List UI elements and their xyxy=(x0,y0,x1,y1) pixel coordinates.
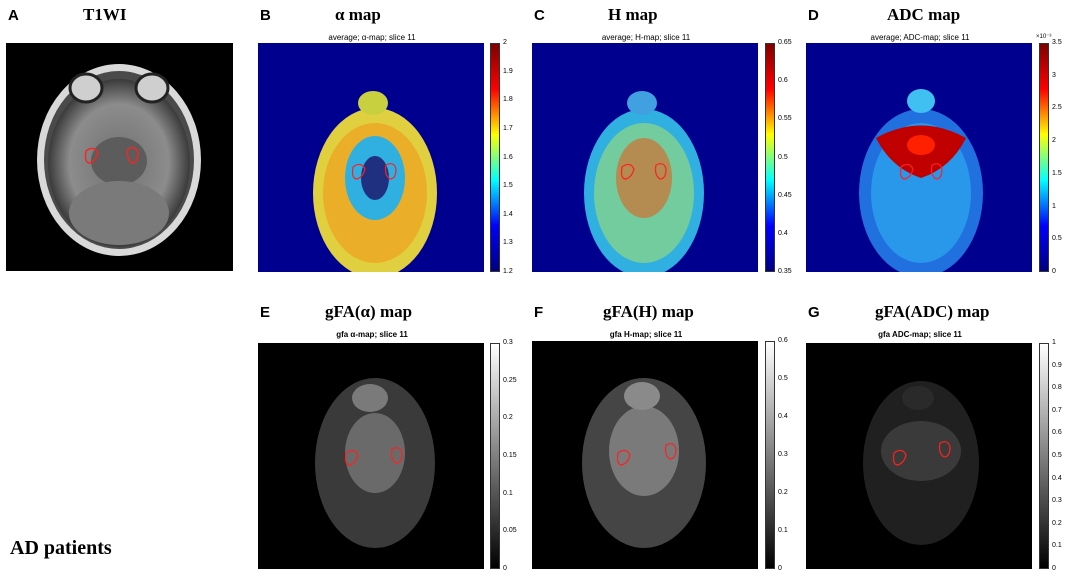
colorbar-tick-label: 0.2 xyxy=(1052,519,1062,527)
colorbar-tick-label: 0.65 xyxy=(778,39,792,46)
colorbar-tick-label: 0.6 xyxy=(778,77,788,85)
colorbar-d-exponent: ×10⁻³ xyxy=(1036,34,1052,40)
colorbar-tick-label: 0.55 xyxy=(778,115,792,123)
panel-title-c: H map xyxy=(608,5,658,24)
panel-letter-g: G xyxy=(808,304,820,321)
colorbar-tick-label: 1.8 xyxy=(503,96,513,104)
colorbar-c xyxy=(765,43,775,272)
colorbar-tick-label: 1 xyxy=(1052,339,1056,346)
colorbar-f-ticks: 0.6 0.5 0.4 0.3 0.2 0.1 0 xyxy=(778,337,808,572)
colorbar-tick-label: 0.5 xyxy=(1052,235,1062,243)
panel-letter-d: D xyxy=(808,7,819,24)
colorbar-tick-label: 0.05 xyxy=(503,527,517,535)
colorbar-tick-label: 2 xyxy=(1052,137,1056,145)
colorbar-tick-label: 0.4 xyxy=(778,413,788,420)
subtitle-d: average; ADC-map; slice 11 xyxy=(870,33,970,42)
footer-label: AD patients xyxy=(10,537,112,559)
colorbar-tick-label: 0.9 xyxy=(1052,361,1062,369)
colorbar-tick-label: 1.7 xyxy=(503,124,513,132)
colorbar-tick-label: 1.6 xyxy=(503,153,513,161)
colorbar-tick-label: 0.1 xyxy=(1052,542,1062,550)
colorbar-tick-label: 0.2 xyxy=(778,489,788,496)
subtitle-f: gfa H-map; slice 11 xyxy=(609,330,683,339)
colorbar-tick-label: 0.6 xyxy=(1052,429,1062,437)
colorbar-tick-label: 0.1 xyxy=(778,527,788,534)
colorbar-tick-label: 2.5 xyxy=(1052,104,1062,112)
colorbar-tick-label: 0.15 xyxy=(503,452,517,459)
panel-title-a: T1WI xyxy=(83,5,127,24)
gfa-h-map-image xyxy=(532,341,758,569)
colorbar-tick-label: 0.1 xyxy=(503,489,513,497)
colorbar-tick-label: 0 xyxy=(503,565,507,572)
t1wi-image xyxy=(6,43,233,271)
colorbar-tick-label: 1 xyxy=(1052,202,1056,210)
colorbar-tick-label: 0.2 xyxy=(503,414,513,422)
colorbar-d-ticks: 3.5 3 2.5 2 1.5 1 0.5 0 xyxy=(1052,39,1074,275)
colorbar-d xyxy=(1039,43,1049,272)
colorbar-tick-label: 0.25 xyxy=(503,376,517,384)
colorbar-e-ticks: 0.3 0.25 0.2 0.15 0.1 0.05 0 xyxy=(503,339,533,572)
adc-map-image xyxy=(806,43,1032,272)
subtitle-e: gfa α-map; slice 11 xyxy=(336,330,408,339)
colorbar-tick-label: 2 xyxy=(503,39,507,46)
panel-letter-c: C xyxy=(534,7,545,24)
colorbar-b-ticks: 2 1.9 1.8 1.7 1.6 1.5 1.4 1.3 1.2 xyxy=(503,39,533,275)
panel-title-d: ADC map xyxy=(887,5,961,24)
panel-letter-f: F xyxy=(534,304,544,321)
alpha-map-image xyxy=(258,43,484,272)
colorbar-tick-label: 0 xyxy=(1052,565,1056,572)
roi-right xyxy=(126,146,139,164)
panel-letter-e: E xyxy=(260,304,271,321)
gfa-adc-map-image xyxy=(806,343,1032,569)
colorbar-tick-label: 1.5 xyxy=(1052,169,1062,177)
colorbar-tick-label: 3.5 xyxy=(1052,39,1062,46)
colorbar-tick-label: 0 xyxy=(778,565,782,572)
colorbar-e xyxy=(490,343,500,569)
panel-title-f: gFA(H) map xyxy=(603,302,694,321)
panel-title-e: gFA(α) map xyxy=(325,302,413,321)
subtitle-b: average; α-map; slice 11 xyxy=(328,33,416,42)
h-map-image xyxy=(532,43,758,272)
colorbar-tick-label: 0.6 xyxy=(778,337,788,344)
colorbar-tick-label: 0.4 xyxy=(1052,474,1062,482)
gfa-alpha-map-image xyxy=(258,343,484,569)
colorbar-tick-label: 0.45 xyxy=(778,191,792,199)
colorbar-tick-label: 1.9 xyxy=(503,67,513,75)
subtitle-g: gfa ADC-map; slice 11 xyxy=(878,330,962,339)
colorbar-tick-label: 0.5 xyxy=(778,153,788,161)
panel-title-b: α map xyxy=(335,5,381,24)
colorbar-tick-label: 3 xyxy=(1052,71,1056,79)
colorbar-c-ticks: 0.65 0.6 0.55 0.5 0.45 0.4 0.35 xyxy=(778,39,808,275)
panel-title-g: gFA(ADC) map xyxy=(875,302,990,321)
colorbar-tick-label: 1.3 xyxy=(503,239,513,247)
colorbar-f xyxy=(765,341,775,569)
colorbar-g-ticks: 1 0.9 0.8 0.7 0.6 0.5 0.4 0.3 0.2 0.1 0 xyxy=(1052,339,1074,572)
colorbar-tick-label: 0 xyxy=(1052,268,1056,275)
subtitle-c: average; H-map; slice 11 xyxy=(601,33,691,42)
colorbar-g xyxy=(1039,343,1049,569)
colorbar-tick-label: 1.5 xyxy=(503,182,513,190)
colorbar-tick-label: 0.4 xyxy=(778,229,788,237)
colorbar-tick-label: 0.8 xyxy=(1052,384,1062,392)
colorbar-b xyxy=(490,43,500,272)
colorbar-tick-label: 0.5 xyxy=(778,375,788,382)
colorbar-tick-label: 0.7 xyxy=(1052,406,1062,414)
colorbar-tick-label: 0.35 xyxy=(778,268,792,275)
panel-letter-b: B xyxy=(260,7,271,24)
colorbar-tick-label: 1.2 xyxy=(503,268,513,275)
colorbar-tick-label: 1.4 xyxy=(503,210,513,218)
colorbar-tick-label: 0.3 xyxy=(778,451,788,458)
colorbar-tick-label: 0.3 xyxy=(1052,497,1062,505)
colorbar-tick-label: 0.3 xyxy=(503,339,513,346)
panel-letter-a: A xyxy=(8,7,19,24)
colorbar-tick-label: 0.5 xyxy=(1052,452,1062,459)
roi-left xyxy=(84,147,99,164)
